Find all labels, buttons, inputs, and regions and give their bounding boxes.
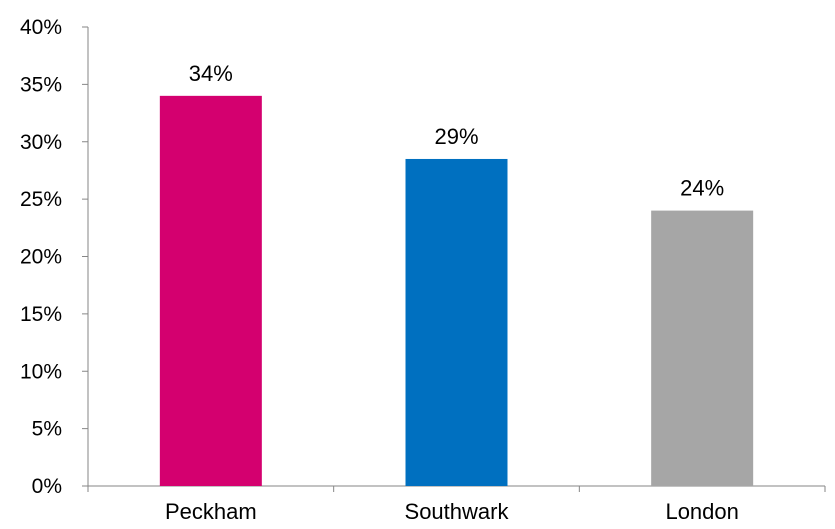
data-label-peckham: 34% [189, 61, 233, 86]
x-category-label: Peckham [165, 499, 257, 524]
y-tick-label: 5% [32, 418, 62, 441]
bar-london [651, 210, 754, 486]
y-tick-label: 30% [20, 131, 62, 154]
bar-southwark [405, 158, 508, 486]
y-tick-label: 40% [20, 16, 62, 39]
y-tick-label: 35% [20, 73, 62, 96]
x-category-label: London [665, 499, 738, 524]
data-label-southwark: 29% [434, 124, 478, 149]
y-axis: 0% 5% 10% 15% 20% 25% 30% 35% 40% [20, 16, 89, 498]
bars [159, 95, 754, 486]
bar-peckham [159, 95, 262, 486]
data-label-london: 24% [680, 176, 724, 201]
y-tick-label: 15% [20, 303, 62, 326]
y-tick-label: 20% [20, 246, 62, 269]
y-tick-label: 0% [32, 475, 62, 498]
data-labels: 34% 29% 24% [189, 61, 724, 201]
y-tick-label: 25% [20, 188, 62, 211]
x-axis: Peckham Southwark London [87, 485, 826, 524]
y-tick-label: 10% [20, 360, 62, 383]
x-category-label: Southwark [405, 499, 510, 524]
